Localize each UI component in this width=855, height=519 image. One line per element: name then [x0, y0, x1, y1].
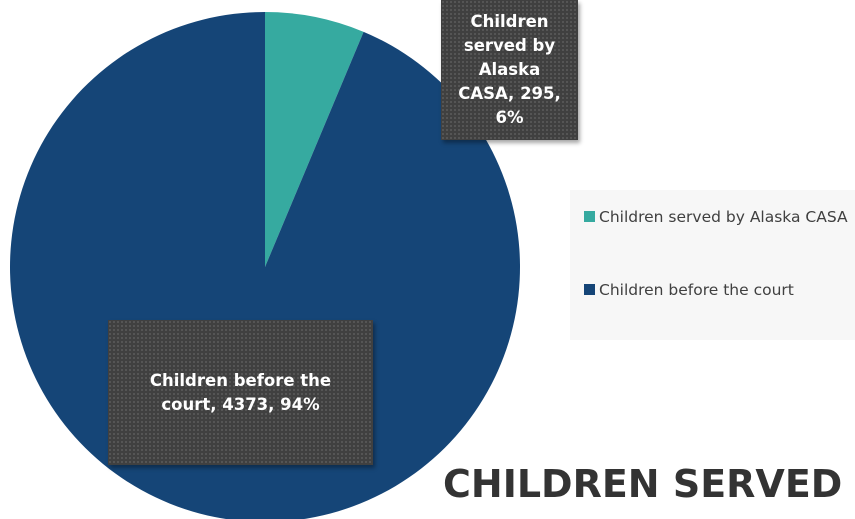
legend-swatch — [584, 284, 595, 295]
data-label: Children served by Alaska CASA, 295, 6% — [441, 0, 578, 140]
legend-label: Children before the court — [599, 281, 794, 299]
chart-title: CHILDREN SERVED — [443, 462, 842, 506]
legend-swatch — [584, 211, 595, 222]
pie-slice — [265, 12, 364, 267]
legend: Children served by Alaska CASA Children b… — [570, 190, 855, 340]
legend-entry: Children served by Alaska CASA — [584, 206, 854, 228]
data-label: Children before the court, 4373, 94% — [108, 320, 373, 465]
legend-label: Children served by Alaska CASA — [599, 208, 848, 226]
legend-entry: Children before the court — [584, 279, 854, 301]
